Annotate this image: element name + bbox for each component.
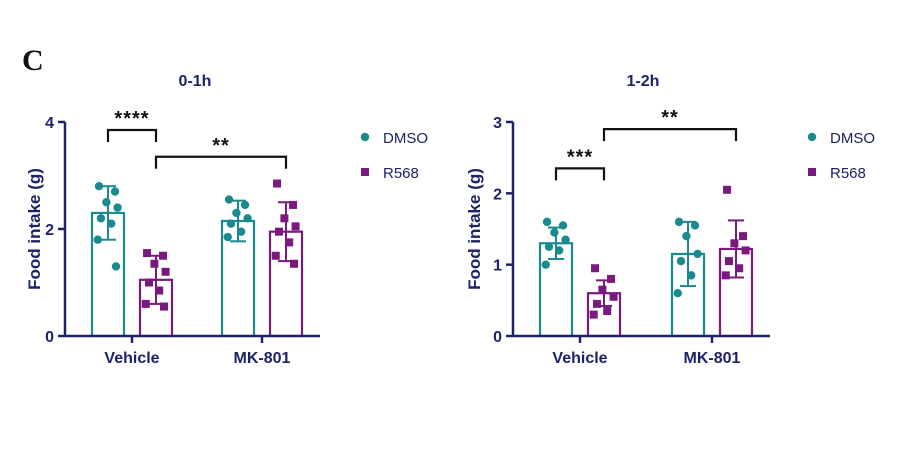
data-point-R568 [724, 257, 733, 266]
legend-label: DMSO [830, 130, 875, 147]
data-point-DMSO [690, 221, 700, 230]
legend-label: R568 [383, 165, 419, 182]
legend-marker-DMSO [807, 132, 817, 142]
data-point-R568 [741, 246, 750, 255]
data-point-DMSO [102, 198, 111, 207]
data-point-R568 [143, 249, 152, 258]
data-point-R568 [285, 238, 294, 247]
data-point-DMSO [243, 214, 252, 223]
significance-bracket [154, 155, 288, 169]
significance-label: ** [661, 107, 679, 129]
data-point-R568 [160, 302, 168, 311]
data-point-R568 [291, 222, 300, 231]
data-point-DMSO [542, 217, 552, 227]
data-point-R568 [141, 299, 150, 308]
x-tick-label: MK-801 [234, 350, 291, 367]
data-point-R568 [289, 200, 298, 209]
x-tick-label: MK-801 [684, 350, 741, 367]
data-point-R568 [591, 264, 600, 273]
significance-bracket [602, 128, 738, 142]
legend-marker-R568 [361, 168, 369, 176]
data-point-DMSO [237, 227, 246, 236]
data-point-DMSO [544, 242, 554, 252]
x-tick-label: Vehicle [104, 350, 159, 367]
x-tick-label: Vehicle [552, 350, 607, 367]
data-point-DMSO [682, 231, 691, 241]
data-point-DMSO [226, 219, 236, 228]
data-point-R568 [598, 285, 607, 294]
data-point-R568 [159, 251, 168, 260]
data-point-DMSO [232, 208, 241, 218]
y-axis-label: Food intake (g) [465, 168, 484, 290]
data-point-DMSO [550, 228, 559, 237]
data-point-R568 [607, 274, 616, 283]
data-point-DMSO [687, 271, 696, 280]
data-point-DMSO [223, 232, 232, 242]
data-point-R568 [739, 232, 748, 241]
significance-label: *** [567, 146, 593, 168]
data-point-R568 [150, 259, 159, 268]
data-point-R568 [274, 227, 283, 236]
data-point-R568 [609, 292, 618, 301]
legend-label: DMSO [383, 130, 428, 147]
y-tick-label: 0 [493, 329, 502, 346]
panel-letter: C [22, 44, 44, 77]
significance-label: **** [114, 108, 149, 130]
data-point-R568 [603, 307, 612, 316]
data-point-DMSO [561, 235, 570, 244]
data-point-R568 [730, 239, 739, 248]
y-tick-label: 2 [493, 186, 502, 203]
data-point-R568 [735, 264, 744, 273]
data-point-DMSO [673, 289, 682, 298]
data-point-R568 [273, 179, 282, 188]
y-tick-label: 1 [493, 258, 502, 275]
data-point-DMSO [240, 200, 250, 210]
data-point-R568 [592, 299, 601, 308]
data-point-R568 [144, 278, 153, 287]
chart-title: 1-2h [627, 73, 660, 90]
data-point-DMSO [111, 262, 121, 271]
y-tick-label: 0 [45, 329, 54, 346]
data-point-DMSO [558, 221, 568, 230]
data-point-DMSO [96, 214, 106, 223]
significance-label: ** [212, 135, 230, 157]
data-point-DMSO [110, 187, 120, 196]
data-point-DMSO [113, 203, 122, 212]
data-point-DMSO [224, 195, 234, 204]
data-point-R568 [161, 267, 170, 276]
data-point-R568 [271, 251, 280, 260]
data-point-DMSO [94, 182, 104, 191]
data-point-DMSO [676, 256, 686, 266]
significance-bracket [554, 167, 606, 181]
data-point-R568 [589, 310, 598, 319]
data-point-DMSO [693, 249, 702, 259]
legend-label: R568 [830, 165, 866, 182]
data-point-R568 [280, 214, 289, 223]
data-point-R568 [723, 185, 732, 194]
data-point-DMSO [555, 246, 564, 255]
legend-marker-DMSO [360, 132, 370, 142]
y-axis-label: Food intake (g) [25, 168, 44, 290]
data-point-R568 [721, 271, 730, 280]
data-point-R568 [290, 259, 298, 268]
y-tick-label: 4 [45, 115, 54, 132]
data-point-DMSO [107, 219, 116, 228]
data-point-DMSO [674, 217, 684, 227]
data-point-R568 [155, 286, 164, 295]
legend-marker-R568 [808, 168, 816, 176]
significance-bracket [106, 128, 158, 143]
data-point-DMSO [93, 235, 102, 244]
data-point-DMSO [541, 260, 550, 269]
y-tick-label: 3 [493, 115, 502, 132]
y-tick-label: 2 [45, 222, 54, 239]
chart-title: 0-1h [179, 73, 212, 90]
